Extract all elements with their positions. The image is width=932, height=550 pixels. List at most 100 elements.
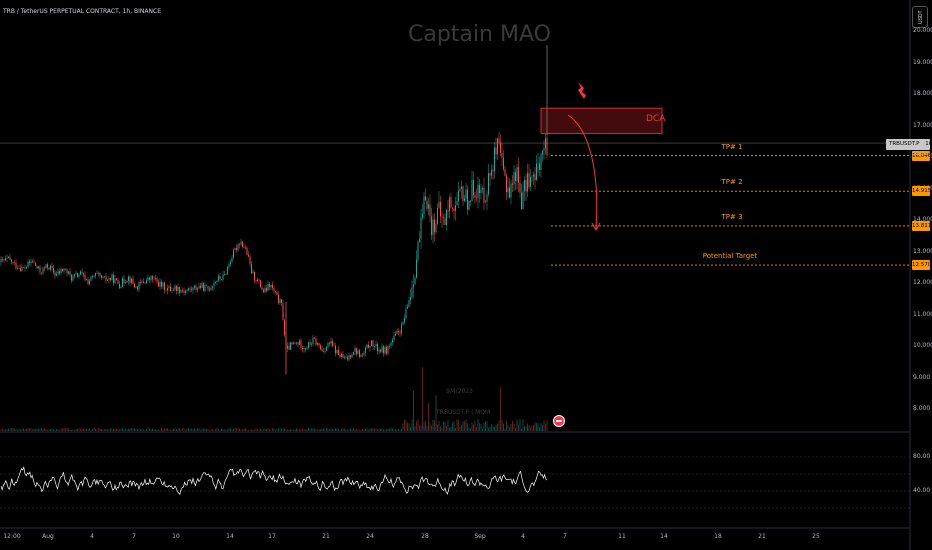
candle-body[interactable]	[9, 256, 11, 260]
candle-body[interactable]	[506, 175, 507, 193]
candle-body[interactable]	[83, 273, 84, 275]
candle-body[interactable]	[449, 197, 450, 212]
candle-body[interactable]	[543, 148, 545, 151]
candle-body[interactable]	[132, 278, 134, 284]
candle-body[interactable]	[39, 266, 41, 273]
candle-body[interactable]	[84, 274, 86, 281]
candle-body[interactable]	[434, 219, 435, 233]
candle-body[interactable]	[212, 286, 213, 288]
candle-body[interactable]	[396, 331, 398, 334]
candle-body[interactable]	[261, 287, 263, 290]
candle-body[interactable]	[545, 138, 546, 149]
candle-body[interactable]	[356, 348, 357, 355]
candle-body[interactable]	[30, 261, 32, 264]
candle-body[interactable]	[413, 284, 414, 288]
candle-body[interactable]	[296, 342, 297, 344]
candle-body[interactable]	[335, 345, 336, 354]
candle-body[interactable]	[513, 172, 515, 185]
candle-body[interactable]	[500, 142, 501, 154]
candle-body[interactable]	[48, 267, 50, 270]
candle-body[interactable]	[348, 355, 350, 360]
candle-body[interactable]	[270, 284, 272, 288]
candle-body[interactable]	[47, 264, 48, 268]
candle-body[interactable]	[111, 274, 113, 280]
candle-body[interactable]	[375, 343, 377, 347]
candle-body[interactable]	[389, 345, 390, 347]
candle-body[interactable]	[540, 154, 542, 171]
candle-body[interactable]	[152, 276, 153, 280]
candle-body[interactable]	[18, 268, 20, 269]
candle-body[interactable]	[354, 348, 356, 352]
candle-body[interactable]	[431, 216, 432, 235]
currency-button[interactable]: USDT	[912, 6, 928, 28]
candle-body[interactable]	[26, 267, 27, 269]
candle-body[interactable]	[503, 157, 504, 170]
candle-body[interactable]	[447, 210, 449, 212]
candle-body[interactable]	[338, 349, 339, 355]
candle-body[interactable]	[69, 271, 71, 275]
candle-body[interactable]	[258, 279, 260, 281]
candle-body[interactable]	[183, 291, 185, 293]
candle-body[interactable]	[81, 271, 83, 274]
candle-body[interactable]	[330, 340, 332, 344]
candle-body[interactable]	[6, 257, 8, 259]
candle-body[interactable]	[180, 290, 182, 293]
candle-body[interactable]	[492, 169, 494, 172]
candle-body[interactable]	[173, 289, 174, 291]
candle-body[interactable]	[23, 266, 24, 268]
candle-body[interactable]	[137, 286, 138, 290]
candle-body[interactable]	[311, 343, 312, 345]
candle-body[interactable]	[462, 186, 464, 201]
candle-body[interactable]	[2, 259, 3, 260]
candle-body[interactable]	[497, 138, 498, 155]
candle-body[interactable]	[371, 340, 372, 346]
candle-body[interactable]	[324, 351, 326, 352]
candle-body[interactable]	[248, 254, 249, 257]
candle-body[interactable]	[249, 256, 251, 264]
candle-body[interactable]	[278, 294, 279, 303]
candle-body[interactable]	[12, 262, 14, 263]
candle-body[interactable]	[56, 274, 57, 276]
candle-body[interactable]	[189, 288, 191, 290]
symbol-title[interactable]: TRB / TetherUS PERPETUAL CONTRACT, 1h, B…	[3, 8, 161, 15]
candle-body[interactable]	[488, 173, 489, 195]
candle-body[interactable]	[227, 267, 228, 275]
candle-body[interactable]	[473, 180, 474, 196]
candle-body[interactable]	[168, 286, 170, 289]
candle-body[interactable]	[332, 340, 333, 346]
candle-body[interactable]	[383, 346, 384, 354]
candle-body[interactable]	[33, 261, 35, 263]
candle-body[interactable]	[231, 258, 233, 263]
candle-body[interactable]	[126, 280, 128, 283]
candle-body[interactable]	[119, 283, 120, 288]
candle-body[interactable]	[392, 340, 393, 343]
candle-body[interactable]	[159, 281, 161, 287]
candle-body[interactable]	[323, 350, 324, 352]
candle-body[interactable]	[74, 274, 75, 277]
candle-body[interactable]	[14, 262, 15, 263]
candle-body[interactable]	[444, 217, 446, 225]
candle-body[interactable]	[284, 320, 285, 336]
candle-body[interactable]	[441, 216, 443, 218]
candle-body[interactable]	[273, 287, 275, 292]
candle-body[interactable]	[287, 345, 288, 349]
candle-body[interactable]	[204, 285, 206, 292]
candle-body[interactable]	[267, 283, 269, 291]
candle-body[interactable]	[522, 191, 524, 210]
candle-body[interactable]	[176, 285, 177, 291]
candle-body[interactable]	[59, 271, 60, 274]
candle-body[interactable]	[42, 267, 44, 274]
candle-body[interactable]	[110, 277, 111, 280]
candle-body[interactable]	[519, 182, 521, 193]
candle-body[interactable]	[140, 281, 141, 283]
candle-body[interactable]	[336, 349, 338, 354]
candle-body[interactable]	[78, 274, 80, 277]
candle-body[interactable]	[24, 267, 26, 269]
candle-body[interactable]	[150, 276, 152, 280]
candle-body[interactable]	[203, 283, 204, 292]
candle-body[interactable]	[186, 290, 188, 291]
candle-body[interactable]	[57, 271, 59, 275]
candle-body[interactable]	[327, 342, 329, 347]
candle-body[interactable]	[495, 147, 497, 155]
candle-body[interactable]	[420, 217, 422, 240]
